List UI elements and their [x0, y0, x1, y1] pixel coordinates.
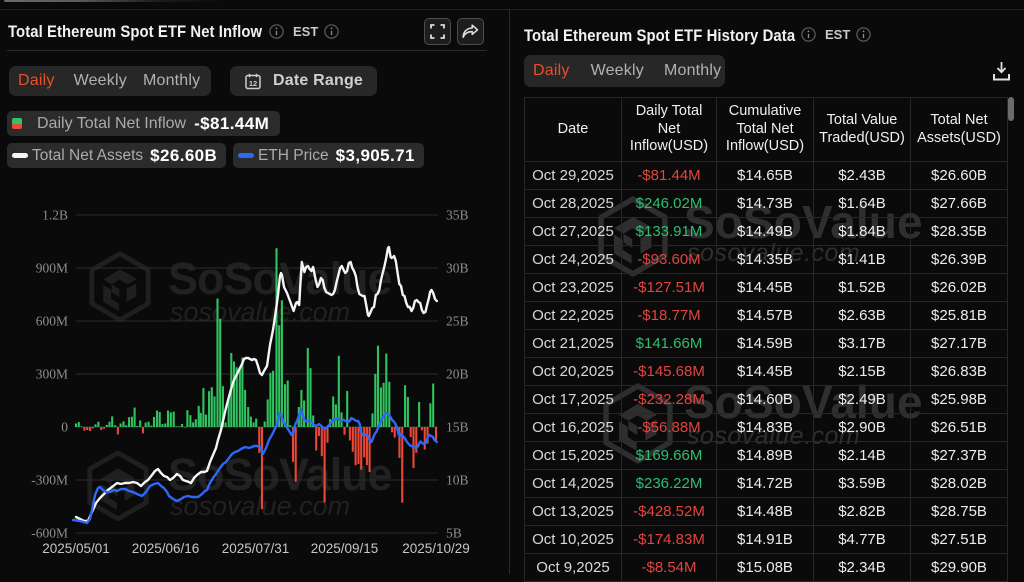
svg-text:2025/07/31: 2025/07/31: [222, 541, 290, 556]
svg-text:20B: 20B: [446, 367, 469, 382]
svg-text:15B: 15B: [446, 420, 469, 435]
svg-text:1.2B: 1.2B: [42, 208, 68, 223]
svg-text:2025/05/01: 2025/05/01: [42, 541, 110, 556]
svg-text:600M: 600M: [36, 314, 68, 329]
svg-text:2025/10/29: 2025/10/29: [402, 541, 470, 556]
svg-text:10B: 10B: [446, 473, 469, 488]
svg-text:30B: 30B: [446, 261, 469, 276]
svg-text:900M: 900M: [36, 261, 68, 276]
svg-text:-600M: -600M: [31, 526, 68, 541]
svg-text:300M: 300M: [36, 367, 68, 382]
svg-text:2025/09/15: 2025/09/15: [311, 541, 379, 556]
svg-text:2025/06/16: 2025/06/16: [132, 541, 200, 556]
svg-text:12: 12: [249, 79, 257, 88]
svg-text:sosovalue.com: sosovalue.com: [170, 491, 350, 521]
svg-text:-300M: -300M: [31, 473, 68, 488]
svg-text:sosovalue.com: sosovalue.com: [170, 297, 350, 327]
svg-text:25B: 25B: [446, 314, 469, 329]
svg-text:5B: 5B: [446, 526, 462, 541]
svg-text:35B: 35B: [446, 208, 469, 223]
svg-text:0: 0: [61, 420, 68, 435]
